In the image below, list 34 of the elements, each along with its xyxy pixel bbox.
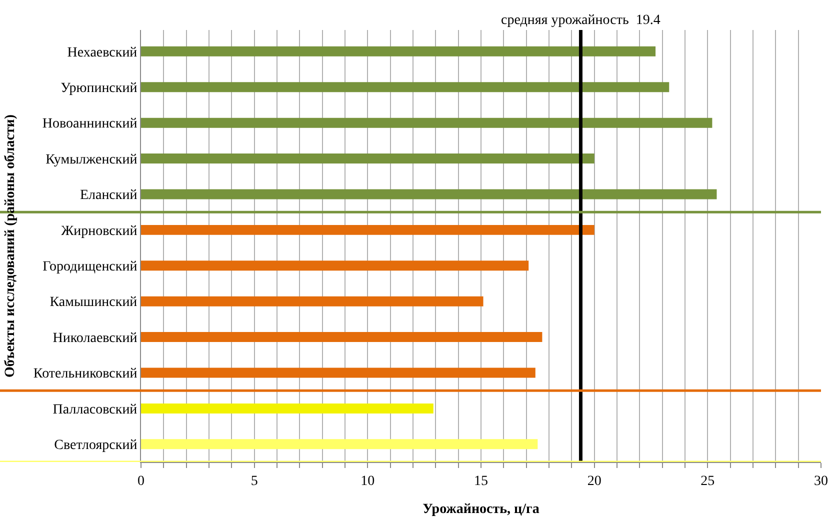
bar [141,439,538,450]
y-tick-label: Светлоярский [54,438,138,454]
y-tick-label: Николаевский [52,330,138,346]
y-tick-label: Кумылженский [46,152,138,168]
bar [141,189,717,200]
y-tick-label: Городищенский [42,260,138,275]
bar [141,332,542,342]
x-tick-label: 20 [587,474,602,489]
y-tick-label: Палласовский [52,402,138,418]
bar [141,260,529,271]
y-tick-label: Новоаннинский [42,116,138,132]
y-tick-label: Нехаевский [67,45,138,60]
y-tick-label: Жирновский [61,224,138,239]
bar [141,118,712,128]
x-tick-label: 15 [474,474,488,489]
bar [141,82,670,92]
x-tick-label: 5 [250,474,258,489]
y-axis-title: Объекты исследований (районы области) [3,114,18,378]
y-tick-label: Камышинский [50,295,138,310]
x-tick-label: 0 [138,474,144,489]
x-axis-title: Урожайность, ц/га [422,502,540,518]
bar [141,368,536,378]
bar [141,403,434,414]
bar [141,154,594,164]
y-tick-label: Еланский [80,188,138,204]
bar [141,46,656,56]
ref-line-label: средняя урожайность 19.4 [501,13,660,28]
y-tick-label: Котельниковский [33,366,138,382]
bar [141,296,484,306]
x-tick-label: 25 [700,474,715,489]
bar [141,224,594,235]
x-tick-label: 10 [360,474,375,489]
y-tick-label: Урюпинский [60,81,138,96]
x-tick-label: 30 [814,474,828,489]
